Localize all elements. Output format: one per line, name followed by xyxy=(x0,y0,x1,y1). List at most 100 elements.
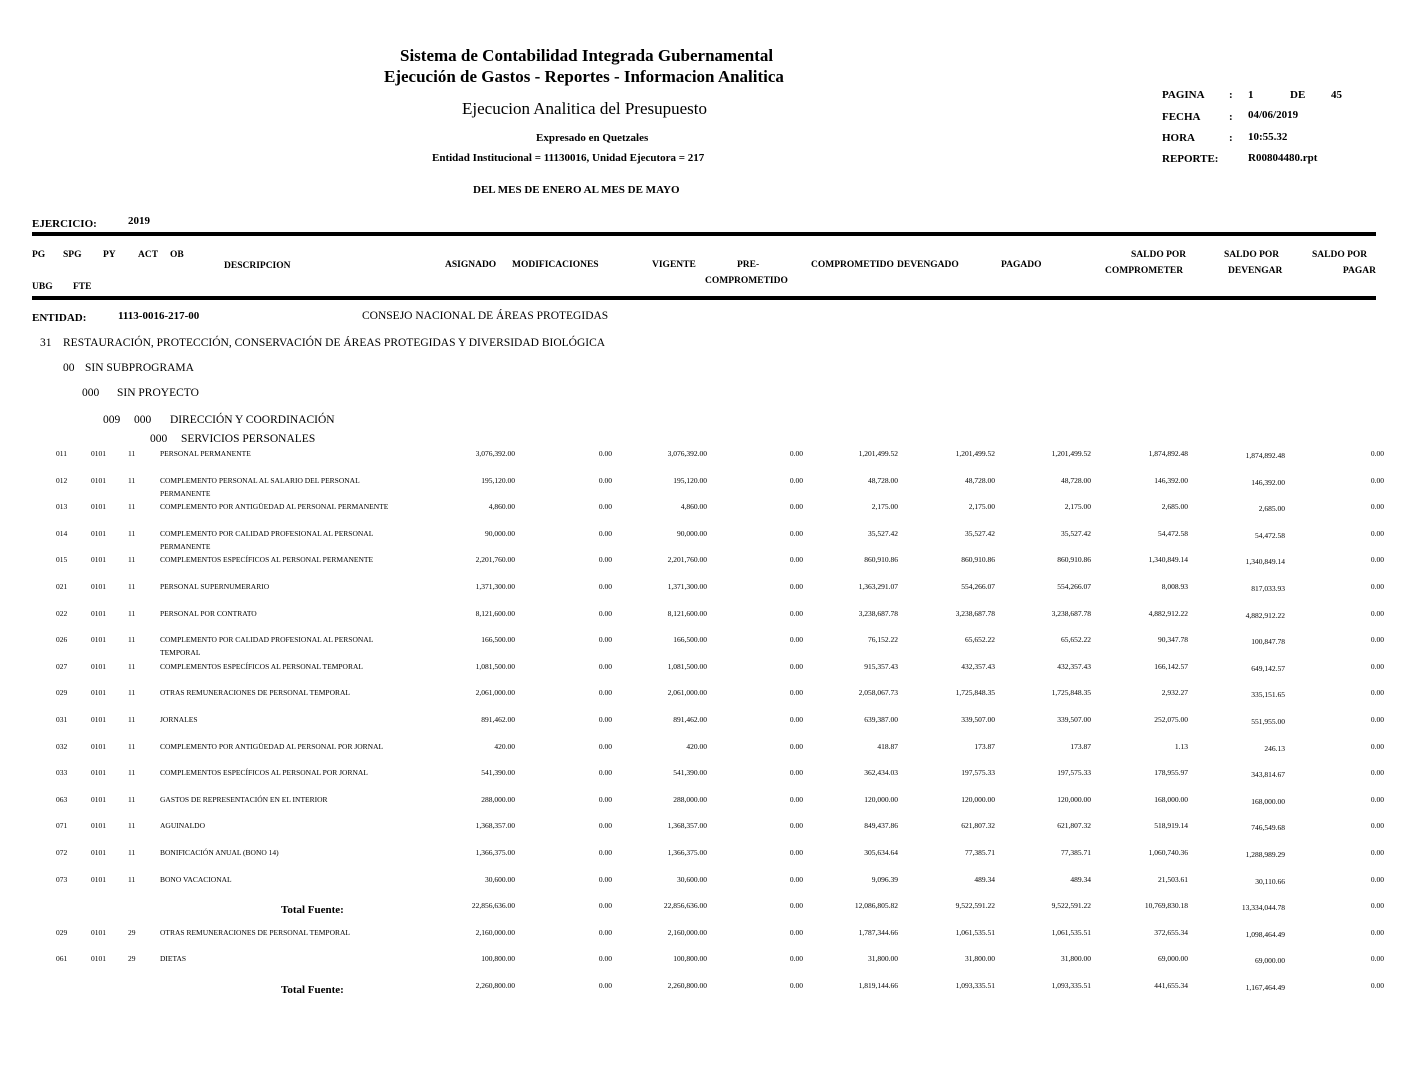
fte-code: 11 xyxy=(128,794,136,804)
column-header: ACT xyxy=(138,250,159,260)
ob-code: 063 xyxy=(56,794,68,804)
amount: 1,371,300.00 xyxy=(475,582,515,591)
amount: 621,807.32 xyxy=(1057,821,1091,831)
ob-code: 031 xyxy=(56,715,68,724)
amount: 0.00 xyxy=(789,608,803,618)
amount: 4,860.00 xyxy=(680,502,707,512)
amount: 30,600.00 xyxy=(677,874,707,884)
amount: 0.00 xyxy=(789,449,803,458)
amount: 1,061,535.51 xyxy=(955,927,995,937)
sep: : xyxy=(1229,111,1233,123)
fte-code: 11 xyxy=(128,821,136,831)
amount: 173.87 xyxy=(1070,741,1091,751)
amount: 849,437.86 xyxy=(864,821,898,831)
amount: 1,288,989.29 xyxy=(1245,850,1285,859)
amount: 65,652.22 xyxy=(1061,635,1091,645)
amount: 0.00 xyxy=(1370,555,1384,565)
amount: 0.00 xyxy=(598,688,612,698)
fte-code: 11 xyxy=(128,449,136,458)
period: DEL MES DE ENERO AL MES DE MAYO xyxy=(473,184,680,196)
amount: 0.00 xyxy=(789,528,803,538)
amount: 4,860.00 xyxy=(488,502,515,512)
amount: 166,500.00 xyxy=(481,635,515,645)
code: 000 xyxy=(150,433,168,445)
ob-code: 033 xyxy=(56,768,68,778)
amount: 0.00 xyxy=(598,449,612,458)
code: 00 xyxy=(63,362,75,374)
amount: 554,266.07 xyxy=(961,582,995,591)
amount: 541,390.00 xyxy=(481,768,515,778)
amount: 100,800.00 xyxy=(673,954,707,964)
amount: 197,575.33 xyxy=(961,768,995,778)
code: 1113-0016-217-00 xyxy=(118,310,200,322)
column-header: PG xyxy=(32,250,46,260)
ubg-code: 0101 xyxy=(91,768,106,778)
amount: 0.00 xyxy=(598,528,612,538)
amount: 418.87 xyxy=(877,741,898,751)
amount: 168,000.00 xyxy=(1154,794,1188,804)
amount: 420.00 xyxy=(686,741,707,751)
amount: 3,076,392.00 xyxy=(475,449,515,458)
description: OTRAS REMUNERACIONES DE PERSONAL TEMPORA… xyxy=(160,688,351,698)
description: JORNALES xyxy=(160,715,198,724)
value: 04/06/2019 xyxy=(1248,109,1299,121)
amount: 0.00 xyxy=(1370,582,1384,591)
amount: 891,462.00 xyxy=(481,715,515,724)
amount: 90,000.00 xyxy=(677,528,707,538)
value: 45 xyxy=(1331,89,1342,101)
ubg-code: 0101 xyxy=(91,528,106,538)
amount: 1,787,344.66 xyxy=(858,927,898,937)
amount: 77,385.71 xyxy=(1061,848,1091,857)
description: COMPLEMENTO PERSONAL AL SALARIO DEL PERS… xyxy=(160,475,360,498)
ubg-code: 0101 xyxy=(91,927,106,937)
ubg-code: 0101 xyxy=(91,874,106,884)
amount: 2,175.00 xyxy=(871,502,898,512)
amount: 35,527.42 xyxy=(1061,528,1091,538)
amount: 1.13 xyxy=(1174,741,1188,751)
description: PERSONAL POR CONTRATO xyxy=(160,608,257,618)
value: 2019 xyxy=(128,215,150,227)
amount: 432,357.43 xyxy=(961,661,995,671)
fte-code: 11 xyxy=(128,874,136,884)
amount: 288,000.00 xyxy=(673,794,707,804)
ubg-code: 0101 xyxy=(91,475,106,485)
amount: 0.00 xyxy=(1370,874,1384,884)
amount: 54,472.58 xyxy=(1158,528,1188,538)
description: COMPLEMENTOS ESPECÍFICOS AL PERSONAL POR… xyxy=(160,768,368,778)
amount: 3,238,687.78 xyxy=(1051,608,1091,618)
total-amount: 22,856,636.00 xyxy=(663,901,707,911)
amount: 0.00 xyxy=(789,555,803,565)
amount: 335,151.65 xyxy=(1251,690,1285,700)
amount: 120,000.00 xyxy=(1057,794,1091,804)
label: EJERCICIO: xyxy=(32,218,97,230)
amount: 31,800.00 xyxy=(1061,954,1091,964)
amount: 77,385.71 xyxy=(965,848,995,857)
description: COMPLEMENTO POR CALIDAD PROFESIONAL AL P… xyxy=(160,528,374,551)
value: 1 xyxy=(1248,89,1254,101)
amount: 146,392.00 xyxy=(1154,475,1188,485)
amount: 0.00 xyxy=(1370,502,1384,512)
amount: 1,061,535.51 xyxy=(1051,927,1091,937)
fte-code: 11 xyxy=(128,661,136,671)
ubg-code: 0101 xyxy=(91,502,106,512)
fte-code: 11 xyxy=(128,608,136,618)
amount: 166,500.00 xyxy=(673,635,707,645)
amount: 1,340,849.14 xyxy=(1245,557,1285,567)
amount: 0.00 xyxy=(789,635,803,645)
amount: 0.00 xyxy=(598,502,612,512)
ubg-code: 0101 xyxy=(91,741,106,751)
amount: 31,800.00 xyxy=(965,954,995,964)
amount: 0.00 xyxy=(1370,848,1384,857)
amount: 639,387.00 xyxy=(864,715,898,724)
total-amount: 441,655.34 xyxy=(1154,981,1188,990)
amount: 48,728.00 xyxy=(965,475,995,485)
ubg-code: 0101 xyxy=(91,954,106,964)
total-label: Total Fuente: xyxy=(281,984,344,996)
amount: 54,472.58 xyxy=(1255,530,1285,540)
amount: 8,121,600.00 xyxy=(667,608,707,618)
ubg-code: 0101 xyxy=(91,635,106,645)
ob-code: 026 xyxy=(56,635,68,645)
amount: 0.00 xyxy=(598,661,612,671)
amount: 1,201,499.52 xyxy=(1051,449,1091,458)
amount: 100,800.00 xyxy=(481,954,515,964)
